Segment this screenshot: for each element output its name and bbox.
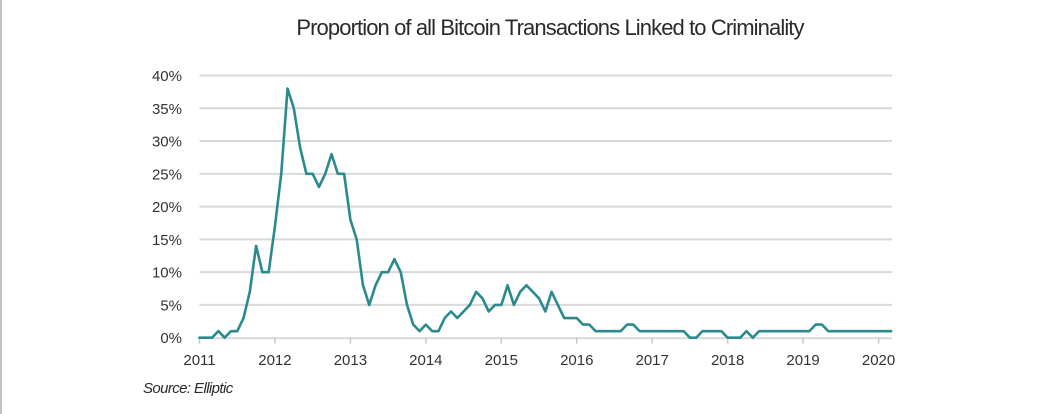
x-tick-label: 2014 xyxy=(409,352,442,369)
y-tick-label: 10% xyxy=(152,265,182,282)
y-tick-label: 5% xyxy=(160,297,182,314)
x-tick-label: 2019 xyxy=(786,352,819,369)
y-tick-label: 25% xyxy=(152,166,182,183)
y-tick-label: 35% xyxy=(152,101,182,118)
y-tick-label: 15% xyxy=(152,232,182,249)
gridlines xyxy=(199,74,892,306)
x-axis: 2011 2012 2013 2014 2015 2016 2017 2018 2019 2020 xyxy=(183,337,895,369)
x-tick-label: 2011 xyxy=(183,352,215,369)
series-group xyxy=(198,87,893,340)
chart-title: Proportion of all Bitcoin Transactions L… xyxy=(296,15,804,40)
y-tick-label: 30% xyxy=(152,134,182,151)
x-tick-label: 2015 xyxy=(485,352,518,369)
series-line xyxy=(198,87,893,340)
y-tick-label: 40% xyxy=(152,68,182,85)
x-tick-label: 2020 xyxy=(862,352,895,369)
x-tick-label: 2013 xyxy=(334,352,367,369)
source-note: Source: Elliptic xyxy=(143,380,233,397)
x-tick-label: 2017 xyxy=(636,352,669,369)
y-axis: 0% 5% 10% 15% 20% 25% 30% 35% 40% xyxy=(152,68,182,347)
x-tick-label: 2012 xyxy=(258,352,291,369)
x-tick-label: 2016 xyxy=(560,352,593,369)
y-tick-label: 20% xyxy=(152,199,182,216)
x-tick-label: 2018 xyxy=(711,352,744,369)
y-tick-label: 0% xyxy=(160,330,182,347)
